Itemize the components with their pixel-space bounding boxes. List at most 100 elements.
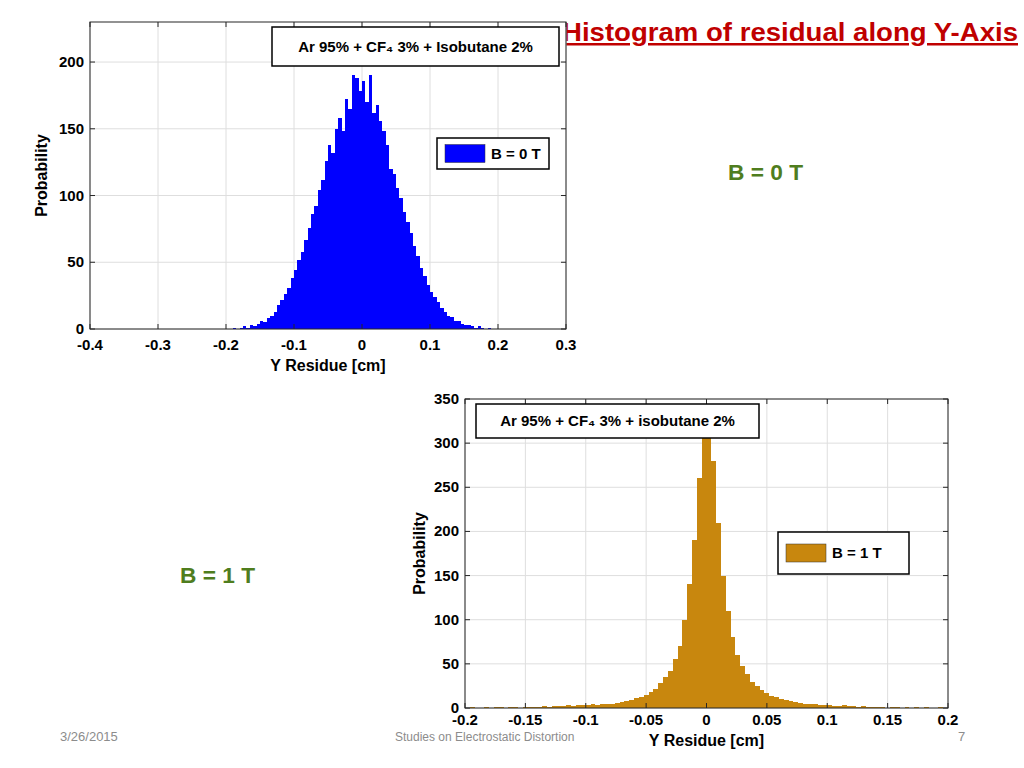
histogram-bar xyxy=(406,222,409,329)
tick-label: 0.05 xyxy=(752,711,781,728)
histogram-bar xyxy=(284,294,287,329)
tick-label: 0.1 xyxy=(420,336,441,353)
tick-mark xyxy=(90,22,91,27)
tick-label: 50 xyxy=(67,253,84,270)
histogram-bar xyxy=(692,540,697,708)
histogram-bar xyxy=(304,240,307,329)
histogram-bar xyxy=(682,620,687,708)
histogram-bar xyxy=(673,659,678,708)
histogram-bar xyxy=(789,701,794,708)
histogram-bar xyxy=(433,297,436,329)
x-axis-label: Y Residue [cm] xyxy=(270,357,385,374)
histogram-bar xyxy=(702,434,707,708)
histogram-bar xyxy=(658,683,663,708)
histogram-bar xyxy=(793,702,798,708)
tick-mark xyxy=(766,703,767,708)
histogram-bar xyxy=(314,206,317,329)
tick-label: 200 xyxy=(434,522,459,539)
tick-label: 200 xyxy=(59,53,84,70)
histogram-bar xyxy=(726,611,731,708)
histogram-bar xyxy=(615,703,620,708)
histogram-bar xyxy=(318,190,321,329)
histogram-bar xyxy=(760,690,765,708)
histogram-bar xyxy=(386,145,389,329)
histogram-bar xyxy=(687,584,692,708)
histogram-bar xyxy=(301,252,304,329)
histogram-bar xyxy=(629,700,634,708)
histogram-bar xyxy=(644,695,649,708)
legend-label: B = 0 T xyxy=(491,145,541,162)
grid-line xyxy=(158,22,159,329)
tick-label: -0.4 xyxy=(77,336,104,353)
histogram-bar xyxy=(291,278,294,329)
histogram-bar xyxy=(444,312,447,329)
tick-label: 150 xyxy=(434,567,459,584)
grid-line xyxy=(646,399,647,708)
tick-mark xyxy=(90,262,95,263)
histogram-bar xyxy=(423,276,426,329)
tick-mark xyxy=(948,703,949,708)
tick-label: 0 xyxy=(358,336,366,353)
histogram-bar xyxy=(274,312,277,329)
histogram-bar xyxy=(745,674,750,708)
histogram-bar xyxy=(321,180,324,329)
histogram-bar xyxy=(396,188,399,329)
tick-mark xyxy=(465,399,466,404)
tick-label: 250 xyxy=(434,478,459,495)
histogram-bar xyxy=(348,109,351,329)
x-axis-label: Y Residue [cm] xyxy=(649,732,764,749)
tick-mark xyxy=(561,329,566,330)
tick-mark xyxy=(498,324,499,329)
tick-mark xyxy=(948,399,949,404)
histogram-bar xyxy=(653,689,658,708)
histogram-bar xyxy=(711,461,716,708)
tick-mark xyxy=(90,62,95,63)
histogram-bar xyxy=(260,321,263,329)
tick-label: 0 xyxy=(451,699,459,716)
grid-line xyxy=(585,399,586,708)
tick-mark xyxy=(465,443,470,444)
histogram-bar xyxy=(335,129,338,329)
tick-mark xyxy=(561,195,566,196)
histogram-bar xyxy=(369,75,372,329)
tick-label: 0.2 xyxy=(488,336,509,353)
tick-label: 0.3 xyxy=(556,336,577,353)
tick-mark xyxy=(465,575,470,576)
tick-mark xyxy=(525,703,526,708)
tick-label: -0.1 xyxy=(281,336,307,353)
histogram-bar xyxy=(605,704,610,708)
background xyxy=(0,0,1024,768)
tick-label: -0.2 xyxy=(213,336,239,353)
histogram-bar xyxy=(338,118,341,329)
histogram-bar xyxy=(784,700,789,708)
histogram-bar xyxy=(678,646,683,708)
tick-mark xyxy=(585,703,586,708)
histogram-bar xyxy=(634,698,639,708)
histogram-bar xyxy=(379,121,382,329)
plot-frame xyxy=(90,22,566,329)
tick-mark xyxy=(430,324,431,329)
histogram-bar xyxy=(774,697,779,708)
histogram-bar xyxy=(649,692,654,708)
histogram-bar xyxy=(413,246,416,329)
histogram-bar xyxy=(731,637,736,708)
tick-label: 50 xyxy=(442,655,459,672)
tick-mark xyxy=(566,324,567,329)
histogram-bar xyxy=(325,161,328,329)
histogram-bar xyxy=(352,75,355,329)
tick-label: 0.2 xyxy=(938,711,959,728)
tick-mark xyxy=(827,703,828,708)
tick-mark xyxy=(943,443,948,444)
tick-mark xyxy=(887,399,888,404)
histogram-bar xyxy=(376,105,379,329)
tick-mark xyxy=(465,663,470,664)
histogram-bar xyxy=(403,212,406,329)
histogram-bar xyxy=(600,704,605,708)
histogram-bar xyxy=(311,214,314,329)
histogram-bar xyxy=(716,523,721,708)
slide: Histogram of residual along Y-AxisB = 0 … xyxy=(0,0,1024,768)
grid-line xyxy=(226,22,227,329)
tick-mark xyxy=(158,22,159,27)
tick-mark xyxy=(465,531,470,532)
title-box xyxy=(476,404,759,438)
